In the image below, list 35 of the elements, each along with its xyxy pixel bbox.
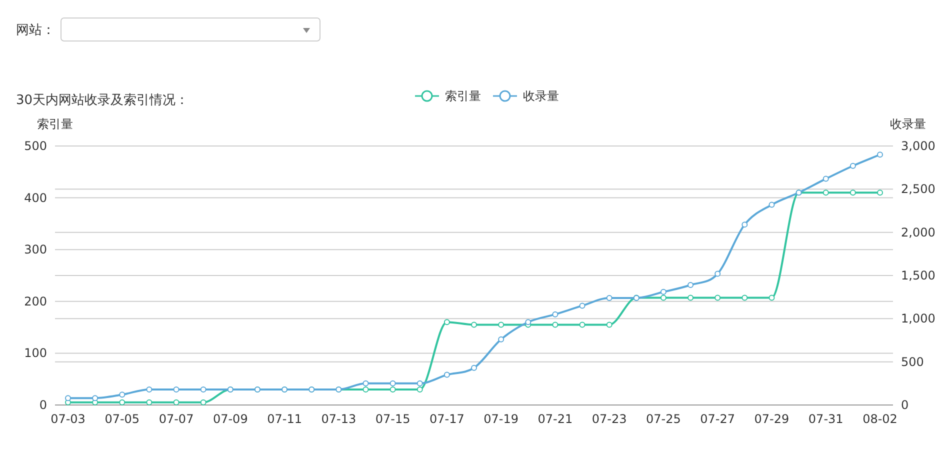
- y2-tick-label: 2,500: [901, 182, 936, 196]
- x-tick-label: 07-31: [808, 412, 844, 426]
- y-tick-label: 100: [24, 346, 47, 360]
- x-tick-label: 07-29: [754, 412, 790, 426]
- chart-title: 30天内网站收录及索引情况：: [16, 93, 189, 108]
- x-tick-label: 07-13: [321, 412, 356, 426]
- x-tick-label: 07-25: [646, 412, 681, 426]
- y2-tick-label: 0: [901, 398, 909, 412]
- x-tick-label: 07-23: [592, 412, 627, 426]
- y2-tick-label: 500: [901, 354, 924, 369]
- x-tick-label: 07-11: [267, 412, 302, 426]
- legend-label: 收录量: [523, 89, 559, 103]
- y2-tick-label: 1,000: [901, 312, 936, 326]
- y-tick-label: 500: [24, 139, 47, 153]
- x-tick-label: 07-27: [700, 412, 736, 426]
- x-tick-label: 07-17: [429, 412, 464, 426]
- y2-axis-title: 收录量: [890, 117, 926, 131]
- y-axis-title: 索引量: [37, 117, 73, 131]
- x-tick-label: 07-19: [484, 412, 519, 426]
- x-tick-label: 07-05: [104, 412, 140, 426]
- y2-tick-label: 2,000: [901, 225, 936, 240]
- legend-label: 索引量: [445, 89, 481, 103]
- y-tick-label: 200: [24, 294, 47, 308]
- x-tick-label: 08-02: [862, 412, 898, 426]
- y2-tick-label: 1,500: [901, 268, 936, 282]
- y-tick-label: 0: [39, 398, 47, 412]
- x-tick-label: 07-03: [50, 412, 86, 426]
- y-tick-label: 300: [24, 242, 47, 257]
- y-tick-label: 400: [24, 190, 47, 205]
- x-tick-label: 07-21: [538, 412, 573, 426]
- y2-tick-label: 3,000: [901, 139, 936, 153]
- x-tick-label: 07-15: [375, 412, 410, 426]
- x-tick-label: 07-09: [212, 412, 248, 426]
- text: 网站：: [16, 23, 55, 38]
- x-tick-label: 07-07: [158, 412, 194, 426]
